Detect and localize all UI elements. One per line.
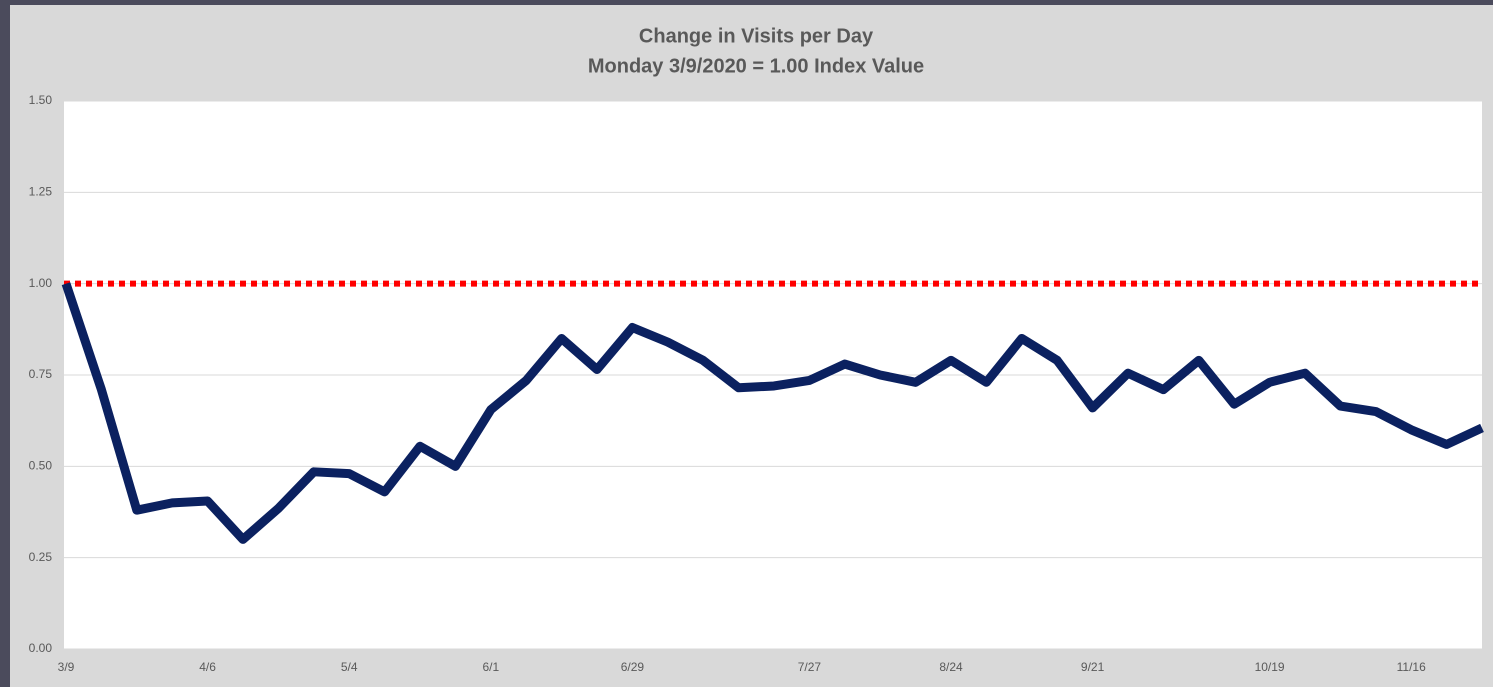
y-tick-label: 0.50 <box>29 459 53 473</box>
chart-subtitle: Monday 3/9/2020 = 1.00 Index Value <box>588 55 924 77</box>
x-tick-label: 3/9 <box>58 660 75 674</box>
x-tick-label: 11/16 <box>1397 660 1426 674</box>
x-tick-label: 5/4 <box>341 660 358 674</box>
chart-title: Change in Visits per Day <box>639 25 874 47</box>
x-tick-label: 6/29 <box>621 660 645 674</box>
y-tick-label: 1.00 <box>29 276 53 290</box>
x-tick-label: 4/6 <box>199 660 216 674</box>
y-tick-label: 0.75 <box>29 367 53 381</box>
x-tick-label: 7/27 <box>798 660 822 674</box>
x-tick-label: 6/1 <box>482 660 499 674</box>
x-tick-label: 9/21 <box>1081 660 1105 674</box>
x-tick-label: 8/24 <box>939 660 963 674</box>
y-tick-label: 1.25 <box>29 185 53 199</box>
x-tick-label: 10/19 <box>1255 660 1285 674</box>
y-tick-label: 0.25 <box>29 550 53 564</box>
data-line <box>61 282 1484 544</box>
y-tick-label: 1.50 <box>29 93 53 107</box>
y-tick-label: 0.00 <box>29 641 53 655</box>
